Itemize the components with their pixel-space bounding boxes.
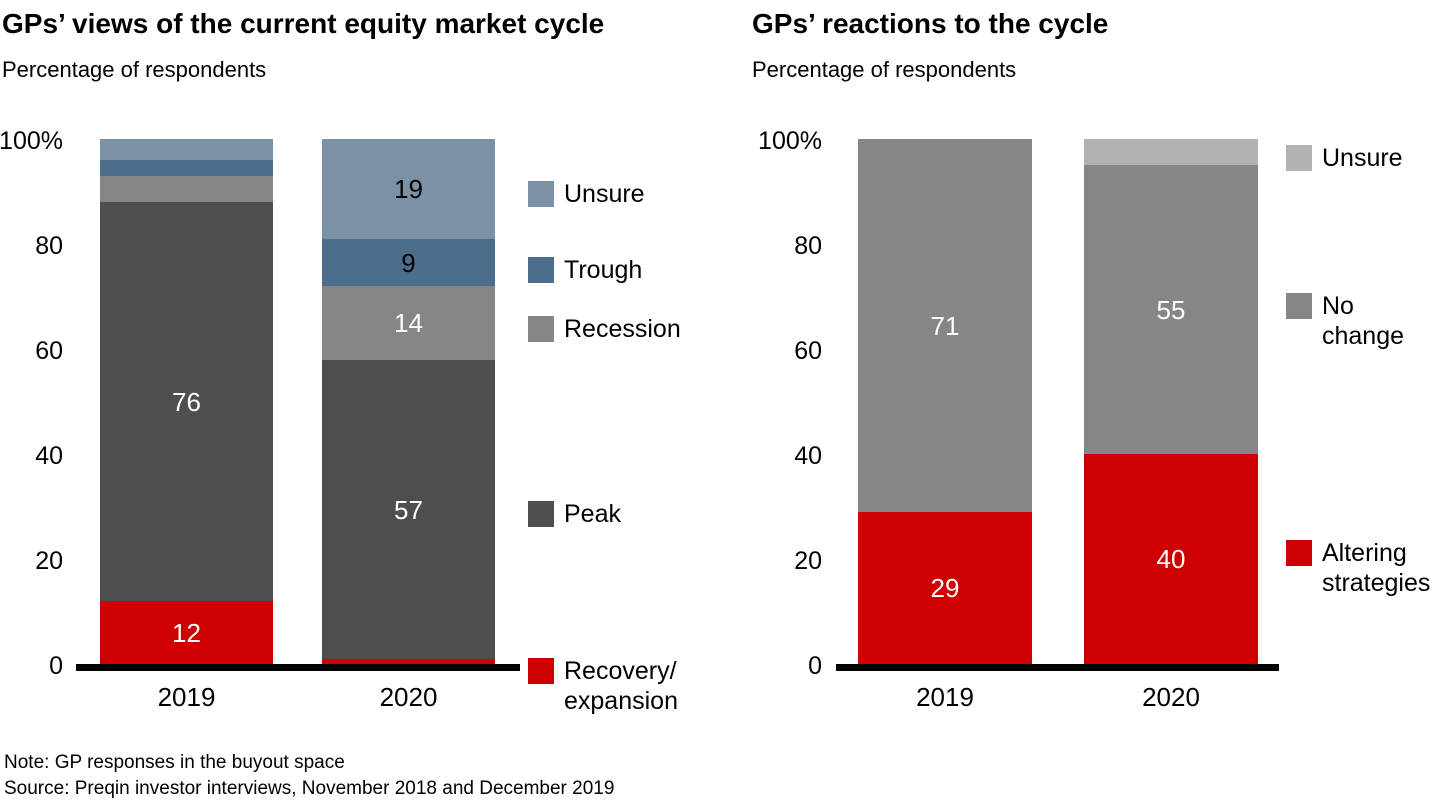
legend-swatch (1286, 145, 1312, 171)
x-tick-label: 2020 (379, 682, 438, 712)
y-tick-label: 0 (808, 652, 822, 680)
left-chart-title: GPs’ views of the current equity market … (2, 8, 605, 39)
x-tick-label: 2019 (916, 682, 974, 712)
y-tick-label: 100% (0, 127, 63, 155)
segment-value-label: 55 (1156, 295, 1186, 325)
bar-segment (100, 202, 273, 601)
right-chart-subtitle: Percentage of respondents (752, 57, 1017, 82)
legend-label: Trough (564, 256, 643, 284)
bar-segment (100, 176, 273, 202)
y-tick-label: 80 (35, 232, 63, 260)
segment-value-label: 29 (930, 573, 960, 603)
bar-segment (322, 286, 495, 360)
segment-value-label: 76 (172, 387, 201, 417)
segment-value-label: 14 (394, 308, 423, 338)
axis-baseline (76, 664, 520, 671)
y-tick-label: 20 (35, 547, 63, 575)
legend-swatch (1286, 293, 1312, 319)
y-tick-label: 60 (794, 337, 822, 365)
y-tick-label: 40 (35, 442, 63, 470)
x-tick-label: 2020 (1142, 682, 1200, 712)
legend-label: No change (1322, 292, 1405, 350)
legend-label: Peak (564, 500, 621, 528)
legend-label: Unsure (564, 180, 645, 208)
segment-value-label: 9 (401, 248, 416, 278)
legend-swatch (1286, 540, 1312, 566)
bar-segment (322, 659, 495, 664)
legend-swatch (528, 181, 554, 207)
x-tick-label: 2019 (157, 682, 216, 712)
bar-segment (1084, 454, 1258, 664)
segment-value-label: 40 (1156, 544, 1186, 574)
legend-swatch (528, 316, 554, 342)
bar-segment (1084, 165, 1258, 454)
footnote: Note: GP responses in the buyout space (4, 752, 345, 773)
axis-baseline (836, 664, 1279, 671)
y-tick-label: 40 (794, 442, 822, 470)
legend-label: Unsure (1322, 144, 1403, 172)
legend-label: Recession (564, 315, 681, 343)
source-note: Source: Preqin investor interviews, Nove… (4, 778, 615, 799)
y-tick-label: 20 (794, 547, 822, 575)
legend-label: Altering strategies (1322, 539, 1431, 597)
bar-segment (100, 139, 273, 160)
legend-swatch (528, 257, 554, 283)
left-chart-subtitle: Percentage of respondents (2, 57, 267, 82)
segment-value-label: 19 (394, 174, 423, 204)
bar-segment (322, 239, 495, 286)
y-tick-label: 60 (35, 337, 63, 365)
y-tick-label: 80 (794, 232, 822, 260)
bar-segment (858, 139, 1032, 512)
bar-segment (100, 601, 273, 664)
y-tick-label: 0 (49, 652, 63, 680)
bar-segment (1084, 139, 1258, 165)
segment-value-label: 12 (172, 618, 201, 648)
bar-segment (322, 139, 495, 239)
right-chart-title: GPs’ reactions to the cycle (752, 8, 1109, 39)
segment-value-label: 57 (394, 495, 423, 525)
bar-segment (100, 160, 273, 176)
legend-swatch (528, 658, 554, 684)
legend-label: Recovery/ expansion (564, 657, 678, 715)
bar-segment (858, 512, 1032, 664)
bar-segment (322, 360, 495, 659)
legend-swatch (528, 501, 554, 527)
y-tick-label: 100% (758, 127, 822, 155)
segment-value-label: 71 (930, 311, 960, 341)
